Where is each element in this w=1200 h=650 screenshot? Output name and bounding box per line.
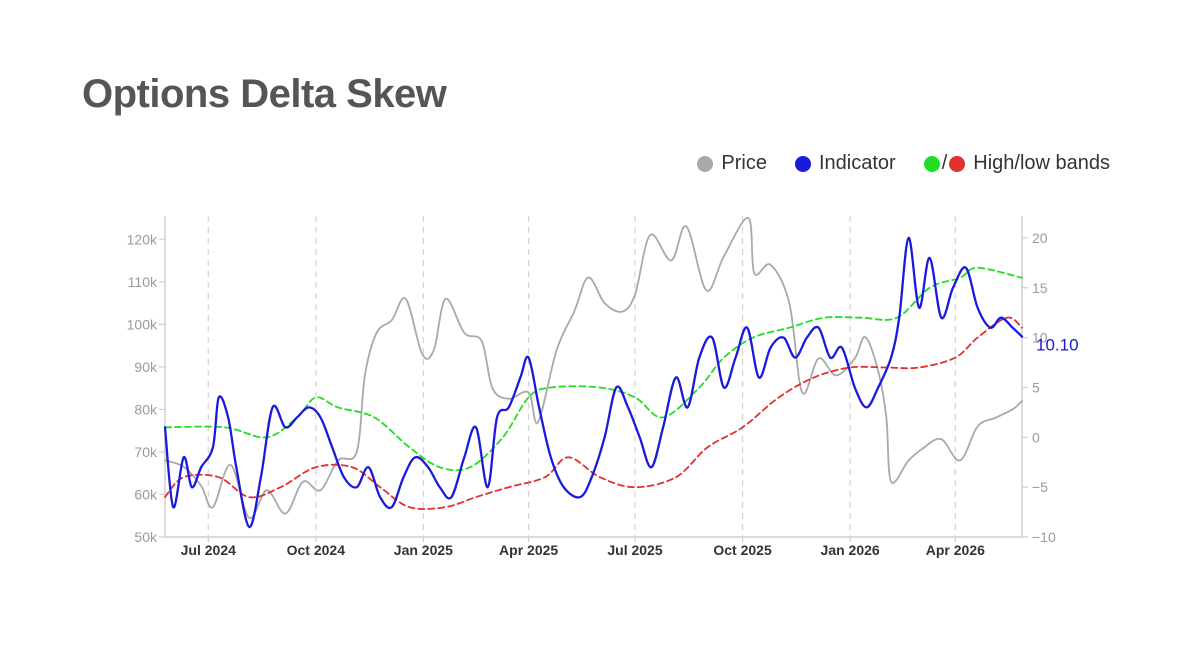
- chart-legend: Price Indicator / High/low bands: [669, 152, 1110, 175]
- legend-price-label: Price: [721, 152, 767, 174]
- y-left-tick-label: 110k: [128, 274, 158, 290]
- indicator-last-value-label: 10.10: [1036, 336, 1079, 355]
- y-left-tick-label: 90k: [134, 359, 158, 375]
- y-right-tick-label: −5: [1032, 479, 1048, 495]
- y-right-tick-label: 15: [1032, 280, 1048, 296]
- legend-bands-label: High/low bands: [973, 152, 1110, 174]
- y-right-tick-label: 0: [1032, 429, 1040, 445]
- x-tick-label: Apr 2026: [926, 542, 985, 558]
- y-right-tick-label: 20: [1032, 230, 1048, 246]
- x-tick-label: Jan 2026: [821, 542, 880, 558]
- y-left-tick-label: 80k: [134, 401, 158, 417]
- legend-bands-separator: /: [941, 152, 948, 174]
- high-band-line: [164, 266, 1023, 472]
- legend-high-band-dot-icon: [923, 155, 940, 172]
- y-left-tick-label: 120k: [127, 231, 158, 247]
- y-right-tick-label: 5: [1032, 379, 1040, 395]
- legend-item-price[interactable]: Price: [697, 152, 767, 175]
- legend-indicator-label: Indicator: [818, 152, 896, 174]
- x-tick-label: Oct 2025: [713, 542, 772, 558]
- low-band-line: [164, 316, 1023, 510]
- y-left-tick-label: 50k: [134, 529, 158, 545]
- x-tick-label: Jan 2025: [394, 542, 453, 558]
- y-left-tick-label: 70k: [134, 444, 158, 460]
- legend-item-bands[interactable]: / High/low bands: [923, 152, 1110, 175]
- price-line: [164, 217, 1023, 519]
- y-right-tick-label: 10: [1032, 330, 1048, 346]
- x-tick-label: Apr 2025: [499, 542, 558, 558]
- y-right-tick-label: −10: [1032, 529, 1056, 545]
- legend-low-band-dot-icon: [949, 155, 966, 172]
- indicator-line: [163, 236, 1024, 529]
- x-tick-label: Oct 2024: [287, 542, 346, 558]
- x-tick-label: Jul 2024: [181, 542, 236, 558]
- legend-indicator-dot-icon: [794, 155, 811, 172]
- chart-title: Options Delta Skew: [82, 72, 447, 116]
- y-left-tick-label: 100k: [127, 316, 158, 332]
- x-tick-label: Jul 2025: [607, 542, 662, 558]
- y-left-tick-label: 60k: [134, 486, 158, 502]
- legend-item-indicator[interactable]: Indicator: [794, 152, 896, 175]
- legend-price-dot-icon: [697, 155, 714, 172]
